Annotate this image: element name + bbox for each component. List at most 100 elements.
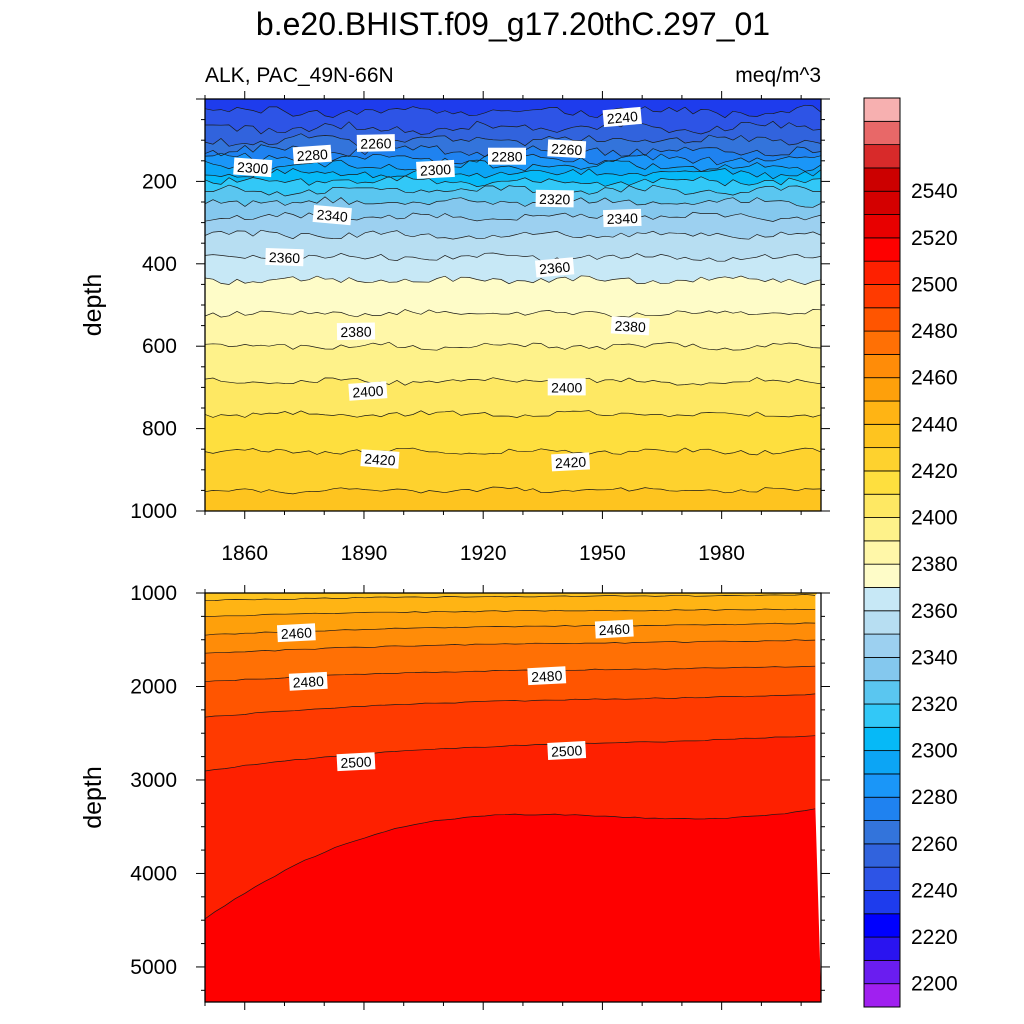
lower-depth-panel: 2460 2460 2480 2480 2500 2500 1000 2000 3000 4000… [79,582,830,1010]
contour-line [205,808,816,920]
contour-line [205,639,816,654]
colorbar-box [863,563,901,588]
colorbar-box [863,610,901,635]
contour-label: 2420 [360,449,400,469]
y-tick-label: 1000 [130,500,177,523]
contour-label-text: 2260 [551,140,583,158]
colorbar-box [863,377,901,402]
contour-line [205,486,821,495]
contour-label-box [265,247,304,267]
units-label: meq/m^3 [735,64,821,87]
colorbar-label: 2440 [911,413,958,436]
contour-label-box [488,147,526,165]
contour-label: 2360 [265,247,304,267]
contour-label: 2420 [551,452,590,472]
contour-label: 2500 [547,741,587,760]
contour-label: 2340 [312,204,352,226]
contour-line [205,175,821,187]
contour-label-box [527,666,567,686]
contour-label-text: 2340 [316,206,349,225]
contour-line [205,447,821,456]
contour-label-box [416,159,455,179]
colorbar-box [863,97,901,122]
y-tick-label: 1000 [130,582,177,605]
colorbar-box [863,400,901,425]
plot-area [205,99,821,511]
colorbar-box [863,866,901,891]
x-tick-label: 1950 [579,542,626,565]
colorbar-box [863,680,901,705]
colorbar-box [863,983,901,1008]
contour-label-box [336,752,376,772]
colorbar-label: 2420 [911,460,958,483]
contour-line [205,410,821,418]
colorbar-box [863,773,901,798]
contour-label-box [534,257,575,278]
colorbar-box [863,517,901,542]
colorbar-frame [863,97,901,1008]
contour-line [205,693,816,718]
colorbar-box [863,936,901,961]
colorbar-box [863,843,901,868]
contour-line [205,229,821,240]
colorbar-box [863,890,901,915]
y-tick-label: 200 [142,170,177,193]
contour-label-box [535,189,574,208]
contour-label-text: 2380 [614,318,646,336]
colorbar-box [863,353,901,379]
plot-area [205,593,821,1002]
contour-label-box [602,208,642,228]
x-tick-label: 1920 [460,542,507,565]
contour-label-text: 2360 [538,259,571,278]
contour-label-box [360,449,400,469]
contour-line [205,309,821,318]
contour-label: 2260 [547,139,587,159]
contour-label-text: 2280 [296,146,328,164]
contour-line [205,252,821,263]
colorbar-box [863,214,901,239]
colorbar-box [863,656,901,682]
colorbar-label: 2480 [911,320,958,343]
contour-label-box [547,378,586,396]
y-tick-label: 800 [142,418,177,441]
contour-label: 2480 [288,671,328,691]
contour-label-text: 2260 [360,135,392,152]
contour-label: 2460 [276,623,316,643]
contour-label-box [336,322,376,341]
contour-band [205,410,821,456]
contour-label: 2280 [292,144,332,165]
contour-line [205,168,821,180]
colorbar-box [863,307,901,332]
contour-label: 2280 [488,147,526,165]
colorbar-label: 2320 [911,693,958,716]
colorbar-box [863,750,901,775]
contour-label: 2300 [233,157,273,178]
contour-label-text: 2340 [606,210,638,227]
contour-label: 2480 [527,666,567,686]
colorbar-box [863,726,901,752]
contour-label: 2300 [416,159,455,179]
contour-label-box [594,619,634,639]
colorbar: 2200 2220 2240 2260 2280 2300 2320 2340 2360 2380… [863,97,958,1008]
contour-label-text: 2420 [364,450,396,468]
colorbar-label: 2280 [911,786,958,809]
x-tick-label: 1860 [221,542,268,565]
contour-label: 2320 [535,189,574,208]
contour-label-box [602,106,642,128]
contour-label-text: 2460 [280,624,312,642]
contour-label-box [312,204,352,226]
y-axis-title: depth [79,766,107,829]
contour-label-text: 2400 [352,382,384,400]
contour-label: 2260 [356,134,396,152]
y-tick-label: 600 [142,335,177,358]
contour-band [205,377,821,418]
contour-label-text: 2360 [269,249,301,266]
contour-label-text: 2300 [420,161,452,179]
colorbar-label: 2520 [911,227,958,250]
chart-title: b.e20.BHIST.f09_g17.20thC.297_01 [256,6,770,42]
contour-line [205,735,816,772]
colorbar-box [863,587,901,612]
plot-frame [204,592,822,1003]
colorbar-box [863,447,901,472]
